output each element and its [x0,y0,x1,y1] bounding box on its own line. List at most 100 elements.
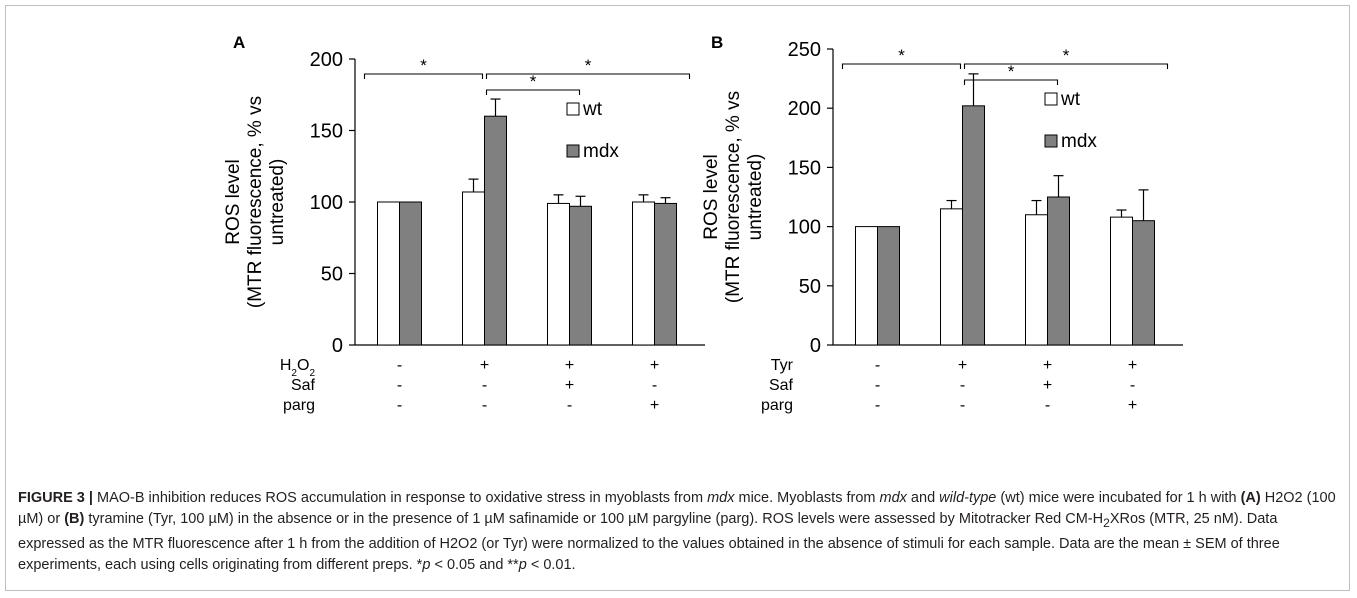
panel-a-bar-mdx [399,201,422,346]
panel-a-significance-star: * [530,72,537,91]
panel-b-ylabel: ROS level (MTR fluorescence, % vs untreate… [701,91,766,303]
panel-a-treatment-mark: - [482,377,487,394]
caption-text: H2O2 (100 µM) or [18,490,1336,527]
panel-a-treatment-mark: + [565,357,574,374]
panel-b-bar-mdx [1132,220,1155,346]
panel-b-treatment-mark: - [875,397,880,414]
panel-a-significance-star: * [585,56,592,75]
caption-text: MAO-B inhibition reduces ROS accumulatio… [92,490,708,506]
panel-b-significance-star: * [1063,46,1070,65]
panel-b-significance-star: * [898,46,905,65]
caption-text: XRos (MTR, 25 nM). Data expressed as the… [18,511,1280,573]
panel-b-treatment-mark: - [875,377,880,394]
panel-b-treatment-mark: + [1043,357,1052,374]
panel-a-treatment-mark: + [565,377,574,394]
panel-b-treatment-mark: + [958,357,967,374]
caption-text: p [518,556,527,573]
panel-a-bar-wt [462,191,485,346]
panel-b-treatment-label: Saf [769,377,794,394]
panel-a-label: A [233,33,245,52]
panel-b-legend-label-mdx: mdx [1061,131,1097,152]
panel-a-treatment-mark: + [480,357,489,374]
panel-a-legend-swatch-wt [566,102,580,116]
panel-a-legend-swatch-mdx [566,144,580,158]
panel-a-ylabel-line: untreated) [267,159,288,246]
panel-a-treatment-label: parg [283,397,315,414]
caption-text: tyramine (Tyr, 100 µM) in the absence or… [84,511,1104,527]
panel-b-treatment-label: Tyr [771,357,794,374]
caption-text: (B) [64,511,85,527]
panel-b-legend-swatch-wt [1044,92,1058,106]
panel-a-treatment-label: H2O2 [280,357,316,379]
panel-a-ytick-label: 0 [332,335,343,357]
panel-b-ytick-label: 0 [810,335,821,357]
panel-a-treatment-mark: + [650,357,659,374]
panel-a-bar-mdx [484,115,507,346]
panel-b-ytick-label: 200 [788,98,821,120]
panel-b-bar-wt [1025,214,1048,346]
panel-a-legend-label-wt: wt [582,99,603,120]
panel-a-bar-wt [377,201,400,346]
panel-b-bar-mdx [877,226,900,346]
panel-b-significance-bracket [963,79,1059,85]
panel-a-ytick-label: 100 [310,192,343,214]
panel-b-chart: B ROS level (MTR fluorescence, % vs untreat… [701,33,1183,414]
caption-text: < 0.01. [526,556,576,573]
caption-text: and [906,490,940,506]
panel-b-treatment-mark: + [1128,357,1137,374]
panel-a-treatment-mark: - [652,377,657,394]
caption-text: 2 [1103,515,1110,530]
panel-b-treatment-label: parg [761,397,793,414]
caption-text: (A) [1240,490,1261,506]
panel-a-significance-bracket [363,73,484,79]
panel-b-ylabel-line: untreated) [745,154,766,241]
panel-b-ylabel-line: (MTR fluorescence, % vs [723,91,744,303]
panel-a-significance-bracket [485,73,691,79]
panel-b-bar-mdx [1047,196,1070,346]
panel-a-treatment-mark: - [397,397,402,414]
panel-a-treatment-mark: - [397,377,402,394]
panel-b-treatment-mark: - [875,357,880,374]
caption-text: < 0.05 and ** [430,556,519,573]
caption-text: mice. Myoblasts from [734,490,880,506]
panel-a-ytick-label: 150 [310,121,343,143]
panel-a-treatment-label: Saf [291,377,316,394]
panel-b-ytick-label: 150 [788,157,821,179]
panel-a-ylabel-line: (MTR fluorescence, % vs [245,96,266,308]
panel-a-ylabel: ROS level (MTR fluorescence, % vs untreate… [223,96,288,308]
panel-b-legend-label-wt: wt [1060,89,1081,110]
caption-text: (wt) mice were incubated for 1 h with [996,490,1241,506]
panel-b-ylabel-line: ROS level [701,154,722,240]
panel-a-treatment-mark: + [650,397,659,414]
panel-b-bar-wt [855,226,878,346]
panel-b-bar-mdx [962,105,985,346]
panel-b-ytick-label: 250 [788,39,821,61]
panel-b-treatment-mark: - [1045,397,1050,414]
panel-b-treatment-mark: + [1128,397,1137,414]
panel-b-legend-swatch-mdx [1044,134,1058,148]
panel-b-bar-wt [940,208,963,346]
panel-b-ytick-label: 100 [788,217,821,239]
panel-b-treatment-mark: - [960,377,965,394]
panel-b-significance-bracket [963,63,1169,69]
panel-b-bar-wt [1110,216,1133,346]
panel-b-significance-bracket [841,63,962,69]
panel-b-treatment-mark: - [1130,377,1135,394]
figure-caption: FIGURE 3 | MAO-B inhibition reduces ROS … [18,488,1338,576]
panel-a-ytick-label: 50 [321,264,343,286]
panel-b-label: B [711,33,723,52]
panel-a-bar-wt [547,202,570,346]
panel-a-legend-label-mdx: mdx [583,141,619,162]
panel-a-bar-mdx [569,205,592,346]
figure-frame [5,5,1350,591]
caption-text: mdx [707,490,735,506]
caption-text: p [422,556,431,573]
panel-a-treatment-mark: - [397,357,402,374]
panel-b-ytick-label: 50 [799,276,821,298]
panel-a-ytick-label: 200 [310,49,343,71]
panel-a-treatment-mark: - [482,397,487,414]
caption-text: wild-type [939,490,997,506]
panel-a-significance-bracket [485,89,581,95]
panel-b-treatment-mark: + [1043,377,1052,394]
panel-a-chart: A ROS level (MTR fluorescence, % vs untreat… [223,33,705,414]
